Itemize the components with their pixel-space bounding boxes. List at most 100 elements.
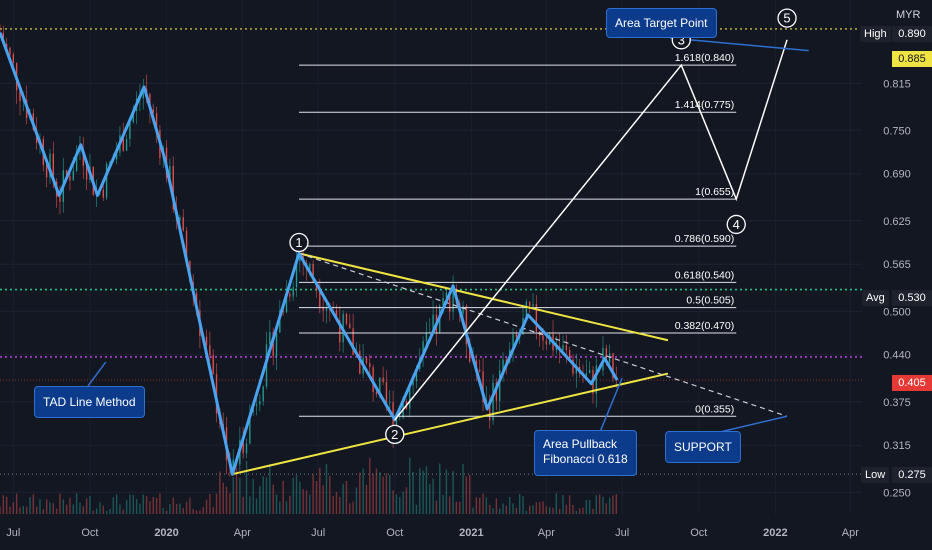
target-arrow	[669, 37, 809, 52]
volume-bar	[279, 501, 281, 514]
volume-bar	[39, 499, 41, 514]
volume-bar	[129, 494, 131, 514]
volume-bar	[55, 508, 58, 514]
wave-label-text: 4	[733, 217, 740, 232]
volume-bar	[112, 497, 114, 514]
fib-level-label: 0.786(0.590)	[675, 233, 735, 245]
volume-bar	[85, 498, 88, 514]
volume-bar	[9, 506, 11, 514]
volume-bar	[45, 499, 48, 514]
volume-bar	[0, 506, 1, 514]
x-tick-label: 2020	[154, 527, 178, 539]
volume-bar	[139, 503, 141, 514]
low-label: Low	[861, 467, 890, 483]
volume-bar	[598, 494, 601, 514]
volume-bar	[169, 503, 171, 514]
y-tick-label: 0.565	[883, 259, 911, 271]
volume-bar	[518, 494, 521, 514]
volume-bar	[485, 497, 488, 514]
volume-bar	[152, 496, 154, 514]
volume-bar	[249, 496, 251, 514]
volume-bar	[202, 506, 204, 514]
volume-bar	[462, 464, 464, 514]
x-tick-label: Jul	[6, 527, 20, 539]
volume-bar	[558, 508, 561, 514]
support-arrow	[719, 415, 788, 433]
dotted-line-value: 0.885	[892, 51, 932, 67]
tad-line-text: TAD Line Method	[43, 395, 136, 409]
grid-lines	[0, 82, 862, 493]
volume-bar	[25, 506, 28, 514]
volume-bar	[175, 503, 178, 514]
volume-bar	[122, 509, 124, 514]
high-label: High	[860, 26, 891, 42]
volume-bar	[522, 496, 524, 514]
volume-bar	[592, 508, 594, 514]
volume-bar	[275, 494, 278, 514]
volume-bar	[595, 495, 598, 514]
volume-bar	[82, 506, 84, 514]
wave-label-circle	[777, 8, 797, 28]
volume-bar	[372, 473, 374, 514]
volume-bar	[345, 480, 348, 514]
volume-bar	[482, 493, 484, 514]
volume-bar	[449, 496, 451, 514]
y-tick-label: 0.750	[883, 125, 911, 137]
volume-bar	[412, 471, 414, 514]
volume-bar	[575, 510, 578, 514]
pullback-arrow	[599, 377, 623, 433]
volume-bar	[525, 510, 528, 514]
trendline	[232, 372, 669, 476]
volume-bar	[369, 457, 371, 514]
volume-bar	[422, 470, 424, 514]
x-tick-label: Jul	[615, 527, 629, 539]
volume-bar	[155, 498, 158, 514]
volume-bar	[95, 508, 98, 514]
volume-bar	[349, 503, 351, 514]
volume-bar	[92, 510, 94, 514]
currency-label: MYR	[896, 9, 921, 21]
volume-bar	[432, 478, 434, 514]
high-value: 0.890	[892, 26, 932, 42]
volume-bar	[215, 493, 218, 514]
fib-level-label: 1(0.655)	[695, 186, 734, 198]
price-level-lines	[0, 28, 862, 475]
y-tick-label: 0.250	[883, 487, 911, 499]
wave-label-text: 2	[391, 427, 398, 442]
wave-label-circle	[726, 214, 746, 235]
volume-bar	[472, 507, 474, 514]
volume-bar	[365, 484, 368, 514]
y-tick-label: 0.625	[883, 216, 911, 228]
volume-bar	[59, 493, 61, 514]
volume-bar	[12, 502, 15, 514]
avg-label: Avg	[862, 290, 889, 306]
volume-bar	[379, 472, 381, 514]
volume-bar	[325, 463, 328, 514]
volume-bar	[219, 471, 221, 514]
volume-bar	[272, 484, 274, 514]
volume-bar	[62, 499, 64, 514]
volume-bar	[565, 504, 568, 514]
trendline	[298, 252, 669, 342]
volume-bar	[189, 497, 191, 514]
x-tick-label: Jul	[311, 527, 325, 539]
volume-bar	[245, 460, 248, 514]
volume-bar	[222, 482, 224, 514]
x-tick-label: 2022	[763, 527, 787, 539]
volume-bar	[352, 501, 354, 514]
volume-bar	[389, 474, 391, 514]
volume-bars	[0, 457, 618, 514]
volume-bar	[548, 507, 551, 514]
volume-bar	[52, 503, 55, 514]
volume-bar	[252, 478, 254, 514]
time-axis-panel	[0, 514, 932, 550]
x-tick-label: Apr	[842, 527, 859, 539]
volume-bar	[435, 500, 438, 514]
volume-bar	[465, 476, 468, 514]
wave-label-circle	[385, 424, 405, 445]
volume-bar	[42, 509, 45, 514]
volume-bar	[495, 498, 498, 514]
low-value: 0.275	[892, 467, 932, 483]
